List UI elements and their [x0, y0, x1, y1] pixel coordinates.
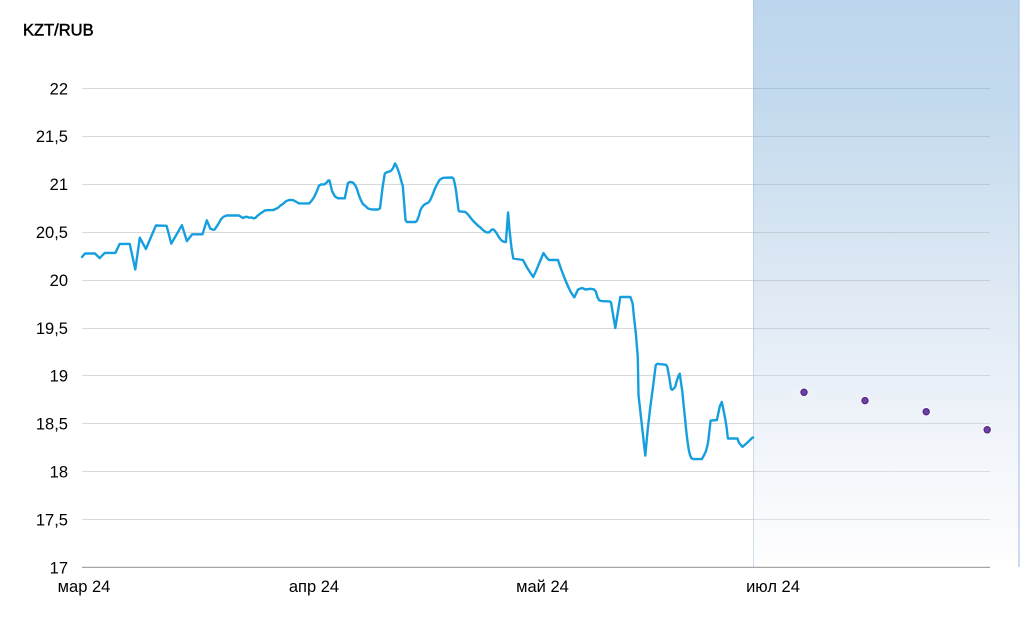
svg-text:19: 19	[50, 368, 68, 386]
svg-text:июл 24: июл 24	[746, 578, 800, 596]
svg-text:21,5: 21,5	[36, 128, 68, 146]
svg-text:мар 24: мар 24	[58, 578, 111, 596]
svg-text:20,5: 20,5	[36, 224, 68, 242]
svg-text:18: 18	[50, 464, 68, 482]
svg-text:18,5: 18,5	[36, 416, 68, 434]
svg-text:17,5: 17,5	[36, 511, 68, 529]
svg-text:KZT/RUB: KZT/RUB	[23, 21, 94, 39]
svg-text:апр 24: апр 24	[289, 578, 339, 596]
svg-text:22: 22	[50, 80, 68, 98]
svg-text:21: 21	[50, 176, 68, 194]
svg-text:май 24: май 24	[516, 578, 569, 596]
svg-text:20: 20	[50, 272, 68, 290]
svg-text:19,5: 19,5	[36, 320, 68, 338]
svg-text:17: 17	[50, 559, 68, 577]
